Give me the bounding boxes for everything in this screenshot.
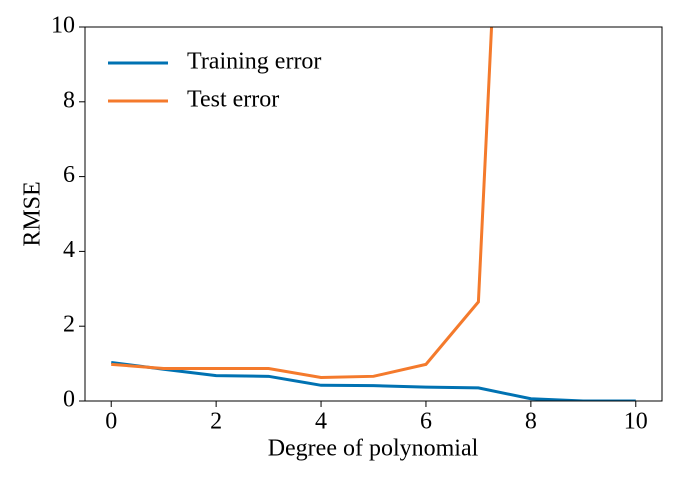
- x-tick-label: 2: [210, 409, 222, 435]
- plot-area: [111, 27, 636, 401]
- x-tick-label: 10: [624, 409, 648, 435]
- line-series: [111, 360, 636, 401]
- y-tick-label: 10: [51, 13, 75, 39]
- legend-label: Training error: [187, 49, 321, 75]
- x-axis-label: Degree of polynomial: [268, 436, 479, 462]
- y-tick-label: 8: [63, 87, 75, 113]
- legend-label: Test error: [187, 87, 279, 113]
- y-tick-label: 6: [63, 162, 75, 188]
- y-tick-label: 0: [63, 387, 75, 413]
- x-tick-label: 8: [525, 409, 537, 435]
- line-series: [111, 27, 494, 379]
- x-tick-label: 6: [420, 409, 432, 435]
- y-tick-label: 4: [63, 237, 75, 263]
- x-tick-label: 0: [105, 409, 117, 435]
- y-tick-label: 2: [63, 312, 75, 338]
- x-tick-label: 4: [315, 409, 327, 435]
- plot-frame: [84, 26, 663, 402]
- y-axis-label: RMSE: [20, 181, 46, 246]
